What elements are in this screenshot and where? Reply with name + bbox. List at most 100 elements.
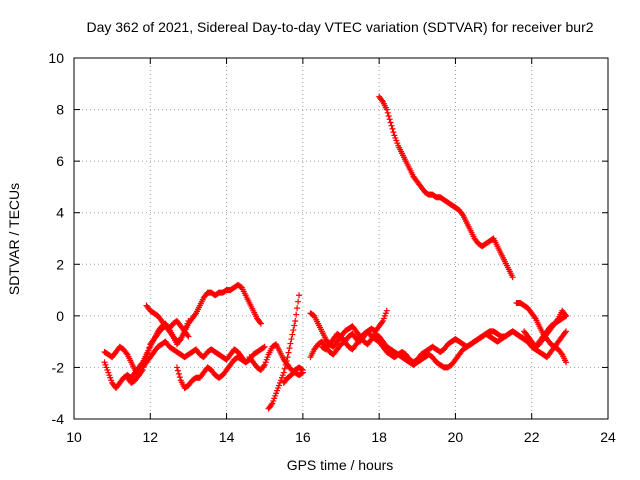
data-layer (101, 93, 570, 412)
data-point (144, 350, 151, 357)
data-point (563, 312, 570, 319)
x-tick-label: 18 (371, 429, 387, 445)
series-s5 (173, 354, 249, 392)
chart-title: Day 362 of 2021, Sidereal Day-to-day VTE… (86, 19, 593, 35)
data-point (173, 364, 180, 371)
data-point (143, 354, 150, 361)
plot-frame (73, 57, 609, 420)
series-s6 (246, 341, 306, 379)
data-point (531, 314, 538, 321)
data-point (298, 366, 305, 373)
data-point (146, 344, 153, 351)
data-point (390, 129, 397, 136)
data-point (383, 307, 390, 314)
data-point (192, 311, 199, 318)
data-point (139, 367, 146, 374)
data-point (285, 349, 292, 356)
data-point (459, 211, 466, 218)
data-point (185, 333, 192, 340)
data-point (387, 119, 394, 126)
data-point (563, 359, 570, 366)
data-point (383, 106, 390, 113)
data-point (282, 361, 289, 368)
data-point (292, 318, 299, 325)
x-tick-label: 24 (600, 429, 616, 445)
data-point (140, 363, 147, 370)
y-tick-label: -4 (52, 411, 65, 427)
data-point (293, 311, 300, 318)
series-s12 (376, 93, 516, 281)
y-tick-label: 8 (56, 102, 64, 118)
data-point (386, 116, 393, 123)
data-point (281, 365, 288, 372)
x-tick-label: 10 (66, 429, 82, 445)
y-axis-label: SDTVAR / TECUs (6, 183, 22, 295)
data-point (379, 319, 386, 326)
data-point (260, 344, 267, 351)
data-point (509, 274, 516, 281)
data-point (257, 320, 264, 327)
data-point (563, 328, 570, 335)
data-point (296, 292, 303, 299)
x-tick-label: 22 (524, 429, 540, 445)
data-point (558, 350, 565, 357)
data-point (287, 340, 294, 347)
x-tick-label: 16 (295, 429, 311, 445)
data-point (242, 359, 249, 366)
data-point (562, 311, 569, 318)
data-point (261, 343, 268, 350)
series-s4 (143, 302, 192, 340)
grid-layer (73, 57, 609, 420)
data-point (256, 319, 263, 326)
data-point (141, 360, 148, 367)
series-s13 (513, 299, 570, 366)
x-tick-label: 20 (448, 429, 464, 445)
data-point (299, 367, 306, 374)
data-point (384, 109, 391, 116)
data-point (283, 357, 290, 364)
data-point (268, 401, 275, 408)
data-point (184, 332, 191, 339)
data-point (174, 367, 181, 374)
data-point (123, 350, 130, 357)
data-point (289, 331, 296, 338)
data-point (284, 354, 291, 361)
data-point (145, 347, 152, 354)
series-s3 (124, 318, 192, 386)
data-point (388, 122, 395, 129)
data-point (290, 327, 297, 334)
y-tick-label: 2 (56, 256, 64, 272)
x-axis-label: GPS time / hours (287, 457, 394, 473)
data-point (138, 368, 145, 375)
data-point (175, 370, 182, 377)
data-point (562, 329, 569, 336)
x-tick-label: 12 (142, 429, 158, 445)
data-point (294, 305, 301, 312)
data-point (260, 363, 267, 370)
data-point (385, 113, 392, 120)
data-point (288, 336, 295, 343)
data-point (554, 316, 561, 323)
series-s7 (265, 292, 303, 412)
data-point (389, 125, 396, 132)
y-tick-label: 4 (56, 205, 64, 221)
y-tick-label: 10 (48, 50, 64, 66)
y-tick-label: -2 (52, 359, 65, 375)
series-s11 (318, 328, 570, 366)
series-s14 (521, 307, 570, 350)
data-point (379, 97, 386, 104)
data-point (176, 374, 183, 381)
data-point (291, 322, 298, 329)
data-point (295, 298, 302, 305)
y-tick-label: 0 (56, 308, 64, 324)
data-point (280, 369, 287, 376)
data-point (142, 357, 149, 364)
data-point (286, 345, 293, 352)
data-point (185, 318, 192, 325)
y-tick-label: 6 (56, 153, 64, 169)
series-s8 (280, 364, 306, 386)
x-tick-label: 14 (219, 429, 235, 445)
data-point (241, 358, 248, 365)
